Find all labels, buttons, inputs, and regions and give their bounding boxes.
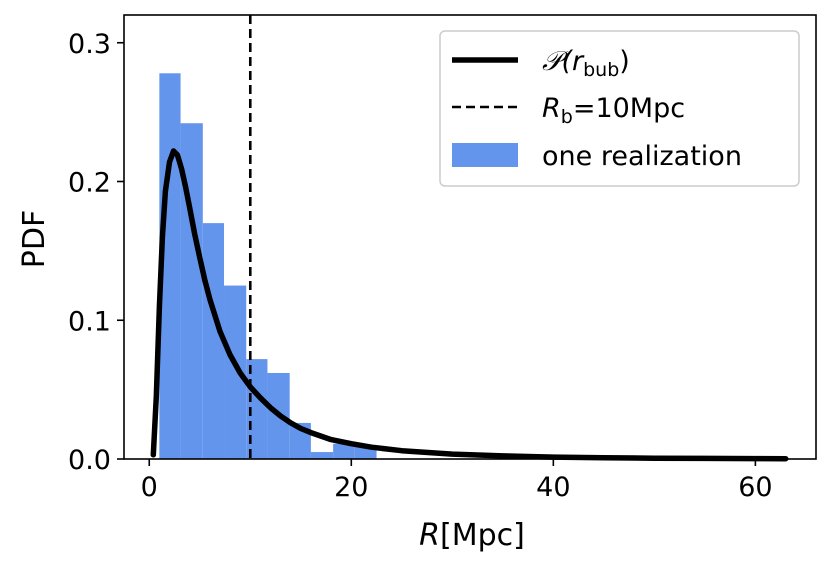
x-tick-label: 0 [141,472,158,503]
histogram-bar [202,223,225,459]
legend-histogram-label: one realization [542,141,742,172]
y-axis-ticks: 0.0 0.1 0.2 0.3 [68,29,124,476]
x-axis-ticks: 0 20 40 60 [141,459,773,503]
pdf-curve [150,148,789,462]
x-tick-label: 20 [334,472,368,503]
legend: 𝒫(rbub) Rb=10Mpc one realization [439,30,800,187]
histogram-bar [159,73,181,460]
histogram-bar [224,285,247,459]
legend-reference-label: Rb=10Mpc [542,93,685,128]
y-tick-label: 0.2 [68,168,111,199]
x-axis-label: R[Mpc] [419,518,525,553]
histogram-bar [333,443,355,459]
legend-curve-label: 𝒫(rbub) [542,46,630,81]
legend-box [439,30,800,187]
y-tick-label: 0.3 [68,29,111,60]
histogram-bars [159,73,377,460]
y-axis-label: PDF [17,210,52,268]
x-tick-label: 40 [536,472,570,503]
y-tick-label: 0.0 [68,445,111,476]
histogram-bar [310,452,334,459]
x-tick-label: 60 [738,472,772,503]
legend-histogram-swatch [452,143,518,167]
histogram-bar [180,123,203,459]
y-tick-label: 0.1 [68,306,111,337]
plot-frame [123,14,817,460]
